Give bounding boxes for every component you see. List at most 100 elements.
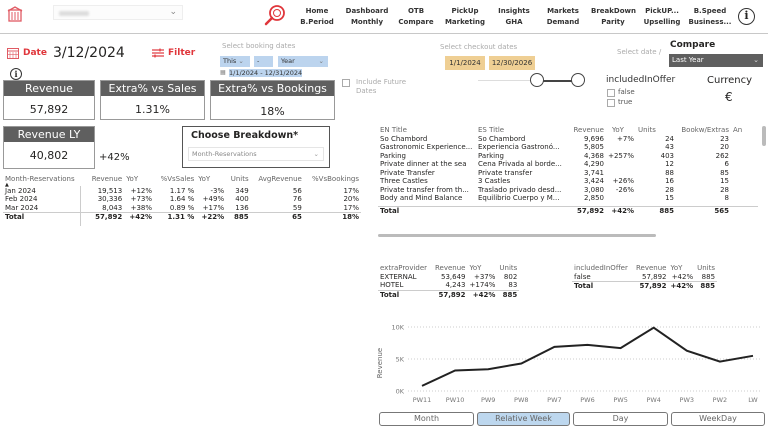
col-header[interactable]: YoY — [198, 175, 211, 183]
col-header[interactable]: Units — [499, 264, 518, 272]
booking-relative-select[interactable]: This ⌄ — [220, 56, 250, 67]
col-header[interactable]: Units — [697, 264, 716, 272]
nav-dashboard-monthly[interactable]: Dashboard Monthly — [345, 6, 389, 32]
nav-otb-compare[interactable]: OTB Compare — [394, 6, 438, 32]
cell: +42% — [668, 281, 696, 291]
col-header[interactable]: Units — [638, 126, 656, 134]
table-row[interactable]: Private dinner at the sea Cena Privada al… — [378, 160, 758, 169]
col-header[interactable]: ES Title — [478, 126, 505, 134]
checkout-end-date[interactable]: 12/30/2026 — [489, 56, 535, 70]
nav-insights-gha[interactable]: Insights GHA — [492, 6, 536, 32]
svg-text:LW: LW — [748, 396, 758, 404]
table-row[interactable]: Gastronomic Experience... Experiencia Gas… — [378, 143, 758, 152]
cell: 3,080 — [583, 185, 604, 194]
svg-text:PW10: PW10 — [446, 396, 465, 404]
table-row[interactable]: Feb 2024 30,336 +73% 1.64 % +49% 400 76 20% — [3, 195, 361, 204]
cell: Private Transfer — [380, 168, 435, 177]
offer-true-checkbox[interactable] — [607, 99, 615, 107]
checkout-start-date[interactable]: 1/1/2024 — [445, 56, 485, 70]
col-header[interactable]: %VsSales — [160, 175, 195, 183]
col-header[interactable]: YoY — [612, 126, 624, 134]
col-header[interactable]: Month-Reservations — [5, 175, 75, 183]
table-row[interactable]: Parking Parking 4,368 +257% 403 262 — [378, 152, 758, 161]
col-header[interactable]: YoY — [126, 175, 139, 183]
cell: 802 — [503, 272, 518, 281]
vertical-scrollbar[interactable] — [762, 126, 766, 146]
insights-magnifier-icon[interactable] — [264, 4, 286, 26]
nav-home-bperiod[interactable]: Home B.Period — [295, 6, 339, 32]
granularity-weekday-button[interactable]: WeekDay — [671, 412, 765, 426]
nav-bspeed-business[interactable]: B.Speed Business... — [688, 6, 732, 32]
nav-breakdown-parity[interactable]: BreakDown Parity — [591, 6, 636, 32]
revenue-line-series[interactable] — [421, 326, 754, 387]
nav-markets-demand[interactable]: Markets Demand — [541, 6, 585, 32]
nav-label-bottom: Monthly — [350, 18, 384, 26]
col-header[interactable]: An — [733, 126, 743, 134]
table-row[interactable]: false 57,892 +42% 885 — [572, 273, 717, 282]
nav-pickup-marketing[interactable]: PickUp Marketing — [443, 6, 487, 32]
booking-count-input[interactable]: - — [254, 56, 273, 67]
col-header[interactable]: extraProvider — [380, 264, 428, 272]
cell: 3 Castles — [478, 177, 511, 185]
include-future-checkbox[interactable] — [342, 79, 350, 87]
kpi-revenue-ly-value: 40,802 — [29, 149, 69, 162]
granularity-relative-week-button[interactable]: Relative Week — [477, 412, 570, 426]
table-row[interactable]: Private Transfer Private transfer 3,741 88 8… — [378, 169, 758, 178]
compare-select[interactable]: Last Year ⌄ — [669, 54, 763, 67]
nav-label-bottom: Demand — [546, 18, 580, 26]
filter-label[interactable]: Filter — [168, 48, 196, 58]
col-header[interactable]: Revenue — [573, 126, 605, 134]
table-row[interactable]: Mar 2024 8,043 +38% 0.89 % +17% 136 59 17% — [3, 204, 361, 213]
table-row[interactable]: HOTEL 4,243 +174% 83 — [378, 281, 519, 290]
horizontal-scrollbar[interactable] — [378, 234, 656, 237]
revenue-yoy-value: +42% — [99, 152, 130, 163]
cell: 59 — [292, 203, 302, 212]
cell: 20% — [343, 195, 359, 203]
booking-unit-select[interactable]: Year ⌄ — [278, 56, 328, 67]
nav-label-bottom: B.Period — [300, 18, 334, 26]
table-row[interactable]: So Chambord So Chambord 9,696 +7% 24 23 — [378, 135, 758, 144]
currency-value: € — [725, 90, 733, 104]
table-row[interactable]: Private transfer from th... Traslado priv… — [378, 186, 758, 195]
calendar-small-icon: ▦ — [220, 69, 226, 76]
col-header[interactable]: Revenue — [435, 264, 466, 272]
nav-label-bottom: GHA — [505, 18, 523, 26]
slider-end-handle[interactable] — [571, 73, 585, 87]
kpi-revenue-ly-label: Revenue LY — [4, 127, 94, 142]
cell: 57,892 — [634, 281, 669, 291]
slider-start-handle[interactable] — [530, 73, 544, 87]
cell: 2,850 — [583, 194, 604, 202]
col-header[interactable]: YoY — [670, 264, 683, 272]
nav-pickup-upselling[interactable]: PickUP... Upselling — [640, 6, 684, 32]
col-header[interactable]: Units — [230, 175, 249, 183]
cell: 24 — [665, 134, 674, 143]
col-header[interactable]: AvgRevenue — [258, 175, 302, 183]
col-header[interactable]: Revenue — [636, 264, 667, 272]
nav-label-top: PickUP... — [645, 7, 679, 15]
granularity-month-button[interactable]: Month — [379, 412, 474, 426]
cell: 1.17 % — [169, 186, 195, 195]
checkout-slider-track[interactable] — [478, 80, 578, 81]
granularity-day-button[interactable]: Day — [573, 412, 668, 426]
info-icon-small[interactable]: i — [10, 68, 22, 80]
col-header[interactable]: Revenue — [91, 175, 123, 183]
revenue-line-chart[interactable]: 0K 5K 10K PW11 PW10 PW9 PW8 PW7 PW6 PW5 PW4 PW3 PW2… — [360, 318, 768, 408]
cell: 17% — [343, 186, 359, 195]
col-header[interactable]: Bookw/Extras — [681, 126, 729, 134]
info-icon[interactable]: i — [738, 8, 755, 25]
col-header[interactable]: EN Title — [380, 126, 407, 134]
table-row[interactable]: Three Castles 3 Castles 3,424 +26% 16 15 — [378, 177, 758, 186]
table-row[interactable]: EXTERNAL 53,649 +37% 802 — [378, 273, 519, 282]
breakdown-select[interactable]: Month-Reservations ⌄ — [188, 147, 324, 161]
offer-false-checkbox[interactable] — [607, 89, 615, 97]
hotel-select[interactable]: ⌄ — [53, 5, 183, 20]
kpi-extra-sales-label: Extra% vs Sales — [101, 81, 204, 96]
table-row[interactable]: Body and Mind Balance Equilibrio Cuerpo y… — [378, 194, 758, 203]
table-row[interactable]: Jan 2024 19,513 +12% 1.17 % -3% 349 56 17% — [3, 187, 361, 196]
svg-text:10K: 10K — [391, 324, 404, 332]
col-header[interactable]: includedInOffer — [574, 264, 628, 272]
date-value: 3/12/2024 — [53, 45, 125, 61]
filter-sliders-icon[interactable] — [152, 48, 164, 58]
col-header[interactable]: YoY — [469, 264, 482, 272]
col-header[interactable]: %VsBookings — [312, 175, 359, 183]
